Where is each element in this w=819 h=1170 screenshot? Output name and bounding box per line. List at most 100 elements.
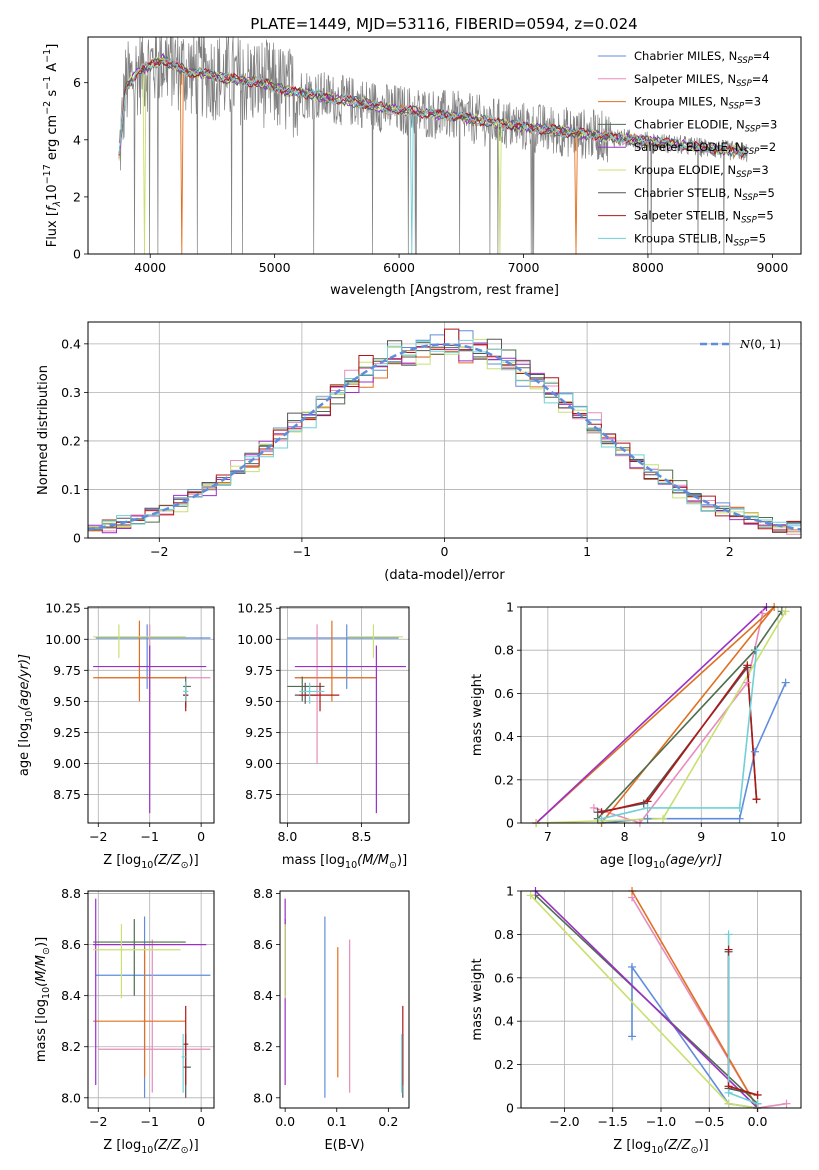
model-spectrum-line xyxy=(118,53,747,159)
error-bar-point xyxy=(294,624,377,764)
error-bar-point xyxy=(93,919,186,996)
weight-line xyxy=(536,610,787,823)
weight-line xyxy=(535,607,768,823)
age-vs-mass-panel: 8.0 8.5 8.75 9.00 9.25 9.50 9.75 10.00 10.25 mass… xyxy=(237,601,410,871)
y-tick-label: 2 xyxy=(73,189,81,204)
legend-entry: Salpeter MILES, NSSP=4 xyxy=(634,72,769,89)
weight-line xyxy=(601,663,758,813)
age_vs_Z-plot-area xyxy=(93,620,211,814)
error-bar-point xyxy=(346,624,404,658)
weight-marker xyxy=(724,945,733,954)
weight-marker xyxy=(750,747,759,756)
x-axis-label: age [log10(age/yr)] xyxy=(600,853,722,871)
weight-line xyxy=(601,650,758,820)
x-axis-label: Z [log10(Z/Z⊙)] xyxy=(613,1138,708,1156)
x-tick-label: 7 xyxy=(544,829,552,844)
x-tick-label: −2 xyxy=(89,1114,107,1129)
weight-marker xyxy=(643,803,652,812)
error-bar-point xyxy=(294,620,377,702)
x-tick-label: 0.0 xyxy=(748,1114,768,1129)
axes-frame xyxy=(520,606,802,824)
axes-frame xyxy=(279,890,410,1109)
legend-entry: Kroupa MILES, NSSP=3 xyxy=(634,95,761,112)
legend-entry: Kroupa STELIB, NSSP=5 xyxy=(634,231,766,248)
observed-spectrum-line xyxy=(118,37,748,254)
x-tick-label: 0.0 xyxy=(275,1114,295,1129)
mass_vs_ebv-plot-area xyxy=(284,898,404,1098)
error-bar-point xyxy=(93,624,186,658)
axes-frame xyxy=(87,890,215,1109)
error-bar-point xyxy=(294,645,407,814)
weight-line xyxy=(631,891,759,1108)
weight_vs_age-plot-area xyxy=(535,607,787,823)
legend-entry: Chabrier MILES, NSSP=4 xyxy=(634,49,770,66)
weight-marker xyxy=(782,1099,791,1108)
y-tick-label: 8.4 xyxy=(253,988,273,1003)
residual-histogram xyxy=(88,339,801,530)
error-bar-point xyxy=(95,624,211,689)
y-tick-label: 0.4 xyxy=(61,336,81,351)
x-tick-label: 10 xyxy=(770,829,786,844)
y-tick-label: 1 xyxy=(506,600,514,615)
weight-marker xyxy=(781,678,790,687)
error-bar-point xyxy=(181,1033,186,1093)
age-vs-metallicity-panel: −2 −1 0 8.75 9.00 9.25 9.50 9.75 10.00 10.25 Z [lo… xyxy=(17,601,215,871)
error-bar-point xyxy=(183,676,191,702)
weight-marker xyxy=(724,1099,733,1108)
weight-vs-age-panel: 7 8 9 10 0 0.2 0.4 0.6 0.8 1 age [log10(age/yr)] ma… xyxy=(470,600,802,871)
y-tick-label: 0.3 xyxy=(61,385,81,400)
error-bar-point xyxy=(93,620,186,702)
y-tick-label: 8.6 xyxy=(61,937,81,952)
x-tick-label: 0 xyxy=(197,829,205,844)
mass_vs_Z-plot-area xyxy=(93,898,211,1098)
y-tick-label: 10.25 xyxy=(45,601,81,616)
x-tick-label: −0.5 xyxy=(694,1114,724,1129)
legend-entry: Salpeter ELODIE, NSSP=2 xyxy=(634,140,776,157)
y-tick-label: 0 xyxy=(73,247,81,262)
weight-marker xyxy=(526,891,535,900)
legend-entry: Chabrier ELODIE, NSSP=3 xyxy=(634,117,777,134)
weight-marker xyxy=(724,1088,733,1097)
x-axis-label: E(B-V) xyxy=(324,1138,364,1153)
x-tick-label: 2 xyxy=(726,544,734,559)
weight-marker xyxy=(589,803,598,812)
residuals-legend: N(0, 1) xyxy=(700,337,781,351)
y-tick-label: 9.75 xyxy=(245,663,273,678)
y-tick-label: 8.75 xyxy=(245,787,273,802)
weight-line xyxy=(727,951,758,1096)
y-tick-label: 9.25 xyxy=(53,725,81,740)
x-tick-label: 6000 xyxy=(383,260,415,275)
error-bar-point xyxy=(183,1005,189,1086)
weight-line xyxy=(727,949,758,1096)
model-spectrum-line xyxy=(118,57,747,254)
y-tick-label: 9.00 xyxy=(245,756,273,771)
spectrum-legend: Chabrier MILES, NSSP=4 Salpeter MILES, NS… xyxy=(598,49,777,248)
x-tick-label: 0.1 xyxy=(327,1114,347,1129)
spectrum-plot-area xyxy=(118,37,748,254)
x-axis-label: Z [log10(Z/Z⊙)] xyxy=(103,1138,198,1156)
error-bar-point xyxy=(95,916,211,1098)
y-tick-label: 0.4 xyxy=(494,1014,514,1029)
x-tick-label: −2 xyxy=(89,829,107,844)
y-tick-label: 8.2 xyxy=(253,1039,273,1054)
weight-marker xyxy=(658,814,667,823)
x-tick-label: −1 xyxy=(140,829,158,844)
error-bar-point xyxy=(183,1033,191,1098)
mass-vs-ebv-panel: 0.0 0.1 0.2 8.0 8.2 8.4 8.6 8.8 E(B-V) xyxy=(253,886,410,1153)
weight-vs-metallicity-panel: −2.0 −1.5 −1.0 −0.5 0.0 0 0.2 0.4 0.6 0.8 1 Z [log1… xyxy=(470,884,802,1156)
y-tick-label: 6 xyxy=(73,75,81,90)
weight-marker xyxy=(781,607,790,616)
residual-histogram xyxy=(88,338,801,533)
error-bar-point xyxy=(183,681,189,702)
y-tick-label: 8.75 xyxy=(53,787,81,802)
mass-vs-metallicity-panel: −2 −1 0 8.0 8.2 8.4 8.6 8.8 Z [log10(Z/Z⊙)] mass … xyxy=(34,886,215,1156)
legend-entry: Chabrier STELIB, NSSP=5 xyxy=(634,186,775,203)
y-axis-label: age [log10(age/yr)] xyxy=(17,654,35,776)
weight-marker xyxy=(628,1032,637,1041)
y-tick-label: 0.2 xyxy=(494,1057,514,1072)
weight-marker xyxy=(743,661,752,670)
weight-marker xyxy=(628,962,637,971)
weight_vs_Z-plot-area xyxy=(530,891,787,1108)
x-tick-label: −1.5 xyxy=(598,1114,628,1129)
